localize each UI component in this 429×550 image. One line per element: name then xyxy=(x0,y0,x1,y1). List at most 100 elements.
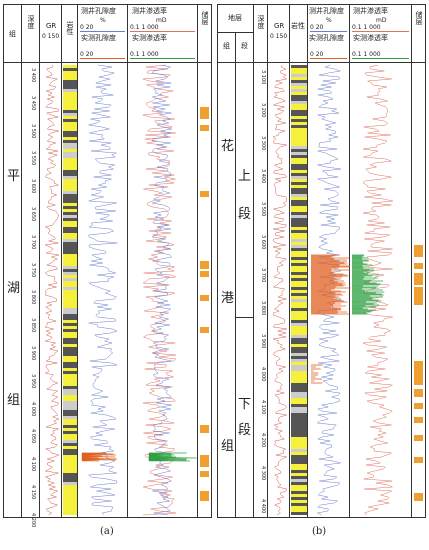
lithology-interval xyxy=(291,440,307,443)
lithology-interval xyxy=(63,170,77,173)
lithology-interval xyxy=(291,413,307,416)
lithology-interval xyxy=(63,506,77,509)
lithology-interval xyxy=(63,113,77,116)
depth-tick-label: 4 100 xyxy=(260,400,266,415)
lithology-interval xyxy=(63,488,77,491)
lithology-interval xyxy=(63,290,77,293)
lithology-interval xyxy=(63,344,77,347)
lithology-interval xyxy=(63,173,77,176)
header-gr: GR xyxy=(46,22,57,30)
depth-tick-label: 3 500 xyxy=(30,123,36,138)
depth-tick-label: 3 900 xyxy=(260,334,266,349)
lithology-interval xyxy=(291,77,307,80)
lithology-interval xyxy=(291,227,307,230)
lithology-interval xyxy=(291,494,307,497)
lithology-interval xyxy=(291,152,307,155)
lithology-interval xyxy=(291,365,307,368)
header-permeability-core: 实测渗透率 xyxy=(132,34,167,42)
lithology-interval xyxy=(291,125,307,128)
reservoir-interval xyxy=(414,417,423,423)
lithology-interval xyxy=(63,65,77,68)
lithology-interval xyxy=(291,194,307,197)
header-reservoir: 储层 xyxy=(201,11,209,25)
reservoir-interval xyxy=(414,263,423,269)
header-group: 组 xyxy=(223,42,230,50)
lithology-interval xyxy=(291,131,307,134)
lithology-interval xyxy=(63,107,77,110)
lithology-interval xyxy=(63,401,77,404)
lithology-interval xyxy=(291,242,307,245)
lithology-interval xyxy=(63,224,77,227)
lithology-interval xyxy=(63,278,77,281)
reservoir-interval xyxy=(200,471,209,477)
lithology-interval xyxy=(63,281,77,284)
lithology-interval xyxy=(291,98,307,101)
lithology-interval xyxy=(63,353,77,356)
lithology-interval xyxy=(291,92,307,95)
depth-tick-label: 4 200 xyxy=(260,433,266,448)
lower-section-char-2: 段 xyxy=(238,423,252,438)
depth-tick-label: 4 400 xyxy=(260,499,266,514)
lithology-interval xyxy=(63,197,77,200)
lithology-interval xyxy=(63,221,77,224)
lithology-interval xyxy=(63,122,77,125)
lithology-interval xyxy=(291,503,307,506)
header-porosity-core-range: 0 20 xyxy=(80,51,94,58)
lithology-interval xyxy=(63,185,77,188)
header-permeability-core-range: 0.1 1 000 xyxy=(352,51,381,58)
reservoir-interval xyxy=(200,261,209,269)
depth-tick-label: 3 850 xyxy=(30,318,36,333)
lithology-interval xyxy=(63,212,77,215)
lithology-interval xyxy=(291,218,307,221)
header-permeability-log: 测井渗透率 xyxy=(132,7,167,15)
lithology-interval xyxy=(291,221,307,224)
lithology-interval xyxy=(291,239,307,242)
reservoir-interval xyxy=(200,455,209,467)
lithology-interval xyxy=(291,512,307,515)
lithology-interval xyxy=(291,398,307,401)
lithology-interval xyxy=(63,68,77,71)
lithology-interval xyxy=(63,485,77,488)
lithology-interval xyxy=(291,278,307,281)
header-porosity-log-range: 0 20 xyxy=(310,24,324,31)
porosity-core-legend-line xyxy=(80,58,125,59)
lithology-interval xyxy=(63,437,77,440)
lithology-interval xyxy=(63,479,77,482)
depth-tick-label: 3 500 xyxy=(260,202,266,217)
lithology-interval xyxy=(63,320,77,323)
porosity-core-legend-line xyxy=(310,58,347,59)
lithology-interval xyxy=(63,149,77,152)
lithology-interval xyxy=(291,425,307,428)
lithology-interval xyxy=(63,194,77,197)
lithology-interval xyxy=(63,482,77,485)
panel-a-header: 组 深度 GR 0 150 岩性 测井孔隙度 % 0 20 实测孔隙度 0 20… xyxy=(4,5,211,63)
lithology-interval xyxy=(291,230,307,233)
lithology-interval xyxy=(63,314,77,317)
header-lithology: 岩性 xyxy=(291,22,305,30)
depth-tick-label: 4 050 xyxy=(30,429,36,444)
lithology-interval xyxy=(63,260,77,263)
lithology-interval xyxy=(291,182,307,185)
depth-tick-label: 3 400 xyxy=(30,68,36,83)
lithology-interval xyxy=(63,500,77,503)
lithology-interval xyxy=(63,206,77,209)
lithology-interval xyxy=(291,119,307,122)
lithology-interval xyxy=(291,344,307,347)
lithology-interval xyxy=(291,374,307,377)
lithology-interval xyxy=(291,137,307,140)
lithology-interval xyxy=(63,254,77,257)
lithology-interval xyxy=(63,341,77,344)
header-lithology: 岩性 xyxy=(66,21,74,35)
lithology-interval xyxy=(63,347,77,350)
lithology-interval xyxy=(291,500,307,503)
lithology-interval xyxy=(291,101,307,104)
lithology-interval xyxy=(291,281,307,284)
lithology-interval xyxy=(63,362,77,365)
lithology-interval xyxy=(63,404,77,407)
header-permeability-core: 实测渗透率 xyxy=(353,34,388,42)
lithology-interval xyxy=(291,245,307,248)
reservoir-interval xyxy=(200,491,209,501)
depth-tick-label: 3 800 xyxy=(260,301,266,316)
reservoir-interval xyxy=(200,425,209,433)
lithology-interval xyxy=(63,236,77,239)
